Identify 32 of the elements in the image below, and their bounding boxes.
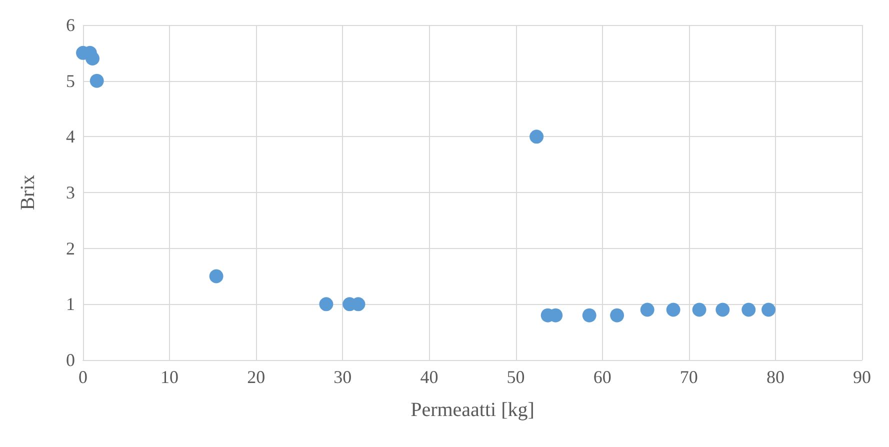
point xyxy=(692,302,706,317)
x-tick-label: 90 xyxy=(853,367,871,387)
point xyxy=(716,302,730,317)
point xyxy=(530,130,544,144)
point xyxy=(86,52,100,66)
y-tick-label: 5 xyxy=(66,70,75,91)
point xyxy=(640,302,654,317)
point xyxy=(666,302,680,317)
x-tick-label: 20 xyxy=(247,367,266,387)
y-tick-label: 0 xyxy=(66,350,75,370)
point xyxy=(742,302,756,317)
x-tick-label: 50 xyxy=(506,367,525,387)
x-axis-title: Permeaatti [kg] xyxy=(410,399,534,421)
y-axis-title: Brix xyxy=(17,174,39,210)
point xyxy=(209,269,224,284)
point xyxy=(319,297,334,312)
x-tick-label: 60 xyxy=(593,367,612,387)
x-tick-label: 30 xyxy=(334,367,352,387)
y-tick-label: 1 xyxy=(66,294,75,314)
x-tick-label: 40 xyxy=(420,367,438,387)
y-tick-label: 4 xyxy=(66,126,75,147)
y-tick-label: 6 xyxy=(66,15,75,35)
x-tick-label: 0 xyxy=(78,367,88,387)
point xyxy=(610,308,624,322)
point xyxy=(90,74,104,88)
point xyxy=(582,308,596,322)
y-tick-label: 3 xyxy=(66,182,75,202)
y-tick-label: 2 xyxy=(66,238,75,258)
x-tick-label: 10 xyxy=(160,367,179,387)
point xyxy=(762,302,776,317)
x-tick-label: 80 xyxy=(766,367,784,387)
x-tick-label: 70 xyxy=(680,367,698,387)
